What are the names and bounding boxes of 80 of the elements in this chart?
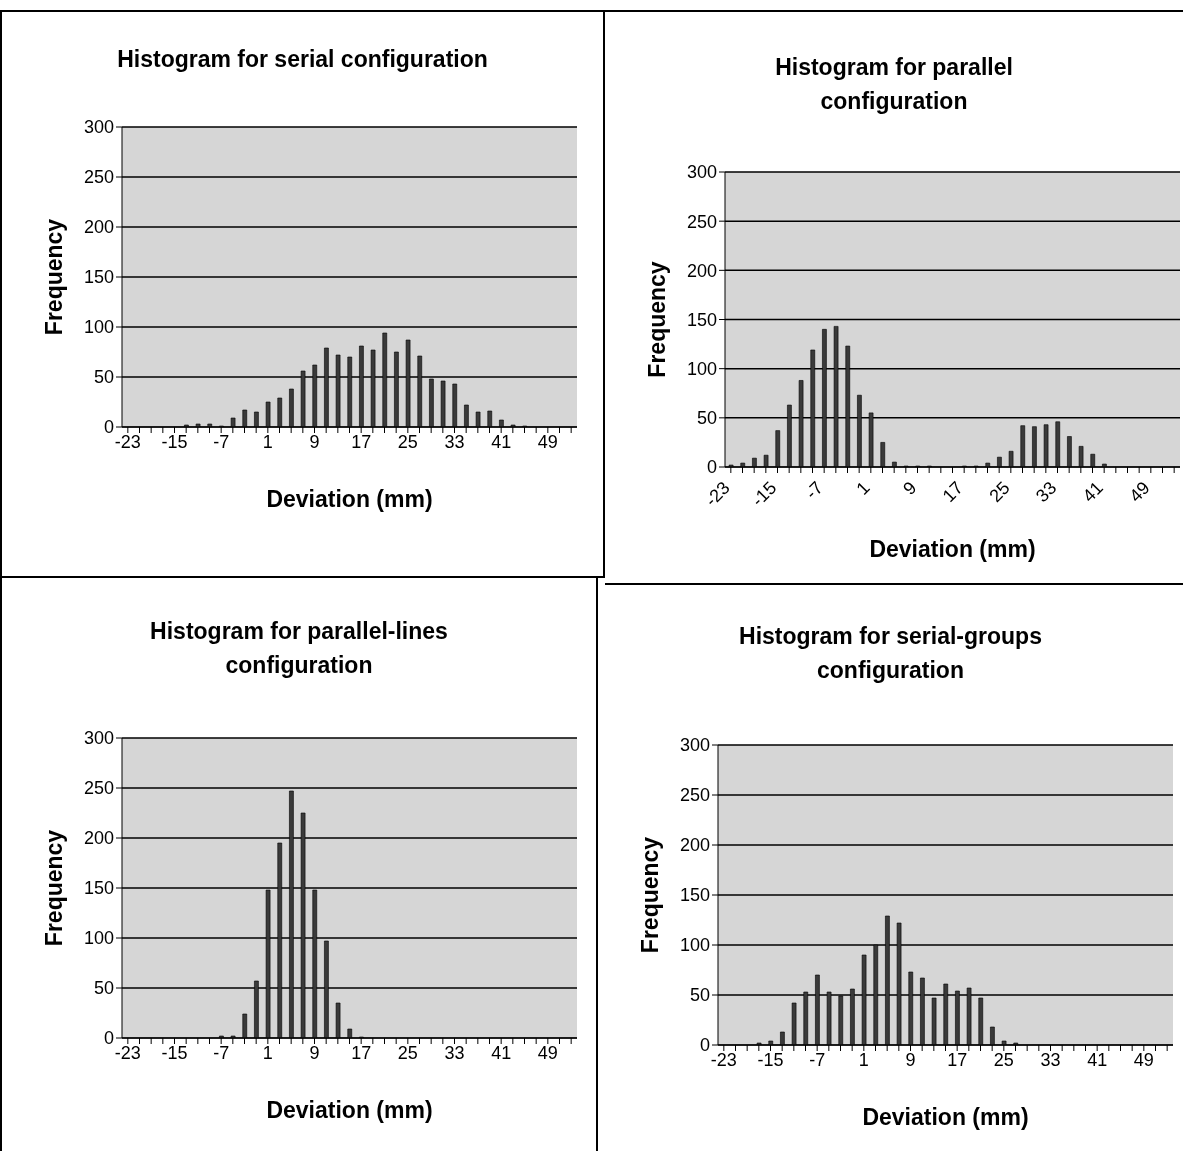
x-tick-label: 9 — [899, 477, 921, 499]
y-axis-title: Frequency — [637, 836, 664, 954]
y-tick-label: 150 — [679, 885, 710, 906]
y-tick-label: 200 — [83, 217, 114, 238]
x-tick-label: 9 — [309, 1042, 320, 1063]
y-tick-label: 50 — [696, 408, 717, 429]
x-tick-label: -7 — [213, 1042, 230, 1063]
y-axis-title: Frequency — [644, 261, 671, 378]
x-tick-label: 1 — [858, 1049, 869, 1070]
x-tick-label: 33 — [1040, 1049, 1061, 1070]
y-tick-label: 50 — [93, 978, 114, 999]
x-tick-label: 17 — [351, 431, 372, 452]
x-tick-label: 49 — [1125, 477, 1154, 506]
x-tick-label: -15 — [161, 1042, 188, 1063]
x-tick-label: 17 — [938, 477, 967, 506]
y-tick-label: 200 — [679, 835, 710, 856]
y-tick-label: 200 — [83, 828, 114, 849]
x-tick-label: 33 — [444, 431, 465, 452]
x-tick-label: 25 — [993, 1049, 1014, 1070]
y-tick-label: 300 — [686, 162, 717, 183]
x-tick-label: 9 — [309, 431, 320, 452]
chart-title: Histogram for serial-groups configuration — [738, 622, 1043, 685]
x-tick-label: -7 — [801, 477, 827, 504]
x-tick-label: 1 — [262, 1042, 273, 1063]
x-tick-label: 33 — [444, 1042, 465, 1063]
x-tick-label: 9 — [905, 1049, 916, 1070]
y-tick-label: 0 — [103, 417, 114, 438]
y-tick-label: 250 — [83, 167, 114, 188]
y-tick-label: 200 — [686, 260, 717, 281]
x-tick-label: -23 — [701, 477, 734, 511]
x-tick-label: 49 — [537, 1042, 558, 1063]
x-tick-label: -7 — [809, 1049, 826, 1070]
x-tick-label: 25 — [397, 431, 418, 452]
x-axis-title: Deviation (mm) — [266, 1097, 433, 1123]
y-tick-label: 300 — [83, 117, 114, 138]
y-tick-label: 300 — [83, 728, 114, 749]
chart-title: Histogram for parallel-lines configuration — [149, 617, 449, 680]
chart-title: Histogram for serial configuration — [116, 45, 489, 74]
x-tick-label: 1 — [852, 477, 874, 499]
y-tick-label: 0 — [706, 457, 717, 478]
y-axis-title: Frequency — [41, 829, 68, 947]
y-axis-title: Frequency — [41, 218, 68, 336]
y-tick-label: 100 — [83, 317, 114, 338]
x-tick-label: 49 — [1133, 1049, 1154, 1070]
x-tick-label: 25 — [985, 477, 1014, 506]
y-tick-label: 0 — [699, 1035, 710, 1056]
y-tick-label: 150 — [686, 309, 717, 330]
x-tick-label: 25 — [397, 1042, 418, 1063]
x-tick-label: -23 — [114, 431, 141, 452]
y-tick-label: 100 — [83, 928, 114, 949]
y-tick-label: 150 — [83, 267, 114, 288]
y-tick-label: 250 — [83, 778, 114, 799]
x-tick-label: 41 — [491, 1042, 512, 1063]
x-tick-label: 41 — [1087, 1049, 1108, 1070]
x-axis-title: Deviation (mm) — [869, 536, 1036, 562]
x-axis-title: Deviation (mm) — [266, 486, 433, 512]
x-tick-label: -15 — [161, 431, 188, 452]
x-tick-label: -23 — [710, 1049, 737, 1070]
x-tick-label: 41 — [1078, 477, 1107, 506]
chart-title: Histogram for parallel configuration — [774, 53, 1014, 116]
x-tick-label: 33 — [1032, 477, 1061, 506]
y-tick-label: 250 — [686, 211, 717, 232]
x-tick-label: 1 — [262, 431, 273, 452]
x-tick-label: 41 — [491, 431, 512, 452]
x-tick-label: 17 — [947, 1049, 968, 1070]
x-tick-label: -23 — [114, 1042, 141, 1063]
y-tick-label: 250 — [679, 785, 710, 806]
x-tick-label: -7 — [213, 431, 230, 452]
y-tick-label: 0 — [103, 1028, 114, 1049]
x-tick-label: 49 — [537, 431, 558, 452]
y-tick-label: 50 — [689, 985, 710, 1006]
x-axis-title: Deviation (mm) — [862, 1104, 1029, 1130]
x-tick-label: 17 — [351, 1042, 372, 1063]
y-tick-label: 100 — [679, 935, 710, 956]
y-tick-label: 150 — [83, 878, 114, 899]
y-tick-label: 100 — [686, 359, 717, 380]
y-tick-label: 50 — [93, 367, 114, 388]
y-tick-label: 300 — [679, 735, 710, 756]
x-tick-label: -15 — [757, 1049, 784, 1070]
x-tick-label: -15 — [747, 477, 781, 511]
